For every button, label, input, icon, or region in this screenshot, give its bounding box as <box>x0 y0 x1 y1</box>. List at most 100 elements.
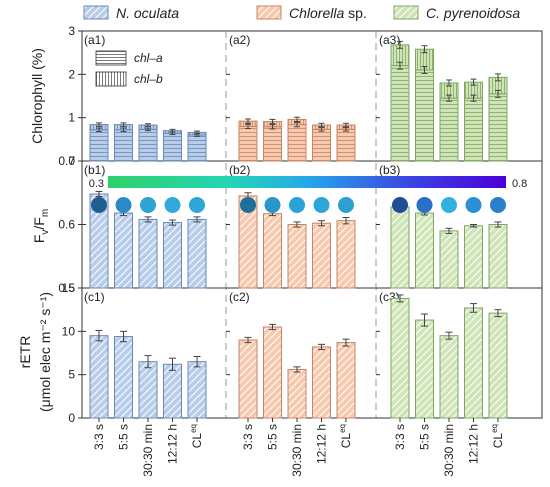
legend-label-chlorella: Chlorella sp. <box>289 5 367 21</box>
fluorescence-image-1-3 <box>313 197 330 213</box>
bar-retr-0-3 <box>163 363 182 419</box>
colorbar: 0.3 0.8 <box>89 176 527 190</box>
bar-retr-0-4 <box>187 361 207 419</box>
bar-chl-a-chlorophyll-0-4 <box>187 134 207 162</box>
bar-retr-1-2 <box>287 368 307 419</box>
bar-retr-2-2 <box>439 335 459 419</box>
legend: N. oculata Chlorella sp. C. pyrenoidosa <box>83 5 520 21</box>
bar-fvfm-0-3 <box>163 222 182 289</box>
fluorescence-image-1-4 <box>338 197 354 213</box>
bar-chl-a-chlorophyll-2-1 <box>415 69 434 162</box>
stack-legend: chl–a chl–b <box>95 50 163 87</box>
xtick-label-1-3: 12:12 h <box>315 424 329 464</box>
ylabel-retr-line1: rETR <box>17 336 33 369</box>
bar-fvfm-2-3 <box>464 225 483 289</box>
panel-label-a2: (a2) <box>229 33 250 47</box>
ytick-label-retr-1: 5 <box>68 368 75 382</box>
bar-chl-a-chlorophyll-1-4 <box>336 128 356 162</box>
panel-label-b3: (b3) <box>379 163 400 177</box>
xtick-label-2-0: 3:3 s <box>393 424 407 450</box>
panel-label-b2: (b2) <box>229 163 250 177</box>
xtick-label-0-4: CLeq <box>189 424 204 448</box>
bar-fvfm-1-4 <box>336 220 356 289</box>
fluorescence-image-2-0 <box>392 197 408 213</box>
ytick-label-retr-2: 10 <box>62 324 76 338</box>
ytick-label-fvfm-0: 0.5 <box>58 281 75 295</box>
panel-label-a3: (a3) <box>379 33 400 47</box>
bar-chl-a-chlorophyll-1-1 <box>263 126 282 162</box>
bar-fvfm-1-3 <box>312 222 331 289</box>
bar-chl-a-chlorophyll-1-2 <box>287 124 307 162</box>
xtick-label-1-4: CLeq <box>338 424 353 448</box>
bar-chl-a-chlorophyll-0-2 <box>138 128 158 162</box>
fluorescence-image-2-4 <box>490 197 506 213</box>
xtick-label-1-0: 3:3 s <box>241 424 255 450</box>
legend-swatch-n-oculata <box>83 5 109 20</box>
bar-chl-a-chlorophyll-1-3 <box>312 128 331 162</box>
bar-chl-a-chlorophyll-2-2 <box>439 97 459 162</box>
bar-fvfm-2-0 <box>390 206 410 289</box>
xtick-label-0-1: 5:5 s <box>117 424 131 450</box>
stack-legend-swatch-chl-a <box>95 50 127 66</box>
bar-fvfm-1-1 <box>263 213 282 289</box>
bar-retr-0-0 <box>89 335 109 419</box>
ytick-label-chlorophyll-3: 3 <box>68 24 75 38</box>
ytick-label-chlorophyll-0: 0 <box>68 154 75 168</box>
ytick-label-retr-3: 15 <box>62 281 76 295</box>
bar-retr-0-2 <box>138 361 158 419</box>
bar-retr-0-1 <box>114 336 133 419</box>
bar-fvfm-0-4 <box>187 218 207 289</box>
ytick-label-fvfm-2: 0.7 <box>58 154 75 168</box>
ytick-label-chlorophyll-1: 1 <box>68 111 75 125</box>
xtick-label-1-1: 5:5 s <box>266 424 280 450</box>
panel-label-b1: (b1) <box>84 163 105 177</box>
bar-retr-2-0 <box>390 297 410 419</box>
bar-chl-a-chlorophyll-1-0 <box>238 125 258 162</box>
fluorescence-image-2-2 <box>441 197 457 213</box>
bar-chl-a-chlorophyll-2-4 <box>488 93 508 162</box>
fluorescence-image-0-3 <box>164 197 181 213</box>
fluorescence-image-1-0 <box>240 197 256 213</box>
legend-swatch-c-pyrenoidosa <box>393 5 419 20</box>
xtick-label-1-2: 30:30 min <box>290 424 304 477</box>
bar-retr-1-4 <box>336 342 356 419</box>
bar-chl-a-chlorophyll-2-3 <box>464 97 483 162</box>
bar-chl-a-chlorophyll-2-0 <box>390 65 410 162</box>
xtick-label-2-3: 12:12 h <box>467 424 481 464</box>
bar-retr-2-1 <box>415 319 434 419</box>
bar-retr-1-1 <box>263 326 282 419</box>
legend-swatch-chlorella <box>256 5 282 20</box>
xtick-label-0-3: 12:12 h <box>166 424 180 464</box>
ylabel-chlorophyll: Chlorophyll (%) <box>29 48 45 144</box>
xtick-label-0-2: 30:30 min <box>141 424 155 477</box>
bar-retr-2-3 <box>464 307 483 419</box>
bar-fvfm-2-2 <box>439 230 459 289</box>
xtick-label-2-1: 5:5 s <box>418 424 432 450</box>
xtick-label-0-0: 3:3 s <box>92 424 106 450</box>
bar-chl-a-chlorophyll-0-1 <box>114 129 133 162</box>
ytick-label-fvfm-1: 0.6 <box>58 218 75 232</box>
fluorescence-image-2-1 <box>416 197 433 213</box>
legend-label-n-oculata: N. oculata <box>116 5 179 21</box>
bar-fvfm-0-2 <box>138 218 158 289</box>
bar-retr-1-3 <box>312 346 331 419</box>
ylabel-fvfm: Fv/Fm <box>31 209 51 243</box>
stack-legend-label-chl-a: chl–a <box>134 51 163 65</box>
bar-fvfm-2-4 <box>488 224 508 289</box>
fluorescence-image-0-2 <box>140 197 156 213</box>
panel-label-c1: (c1) <box>84 290 105 304</box>
bar-chl-a-chlorophyll-0-0 <box>89 129 109 162</box>
ytick-label-chlorophyll-2: 2 <box>68 67 75 81</box>
bar-fvfm-2-1 <box>415 212 434 289</box>
bar-retr-2-4 <box>488 312 508 419</box>
ylabel-retr-line2: (μmol elec m⁻² s⁻¹) <box>37 292 53 412</box>
bar-retr-1-0 <box>238 339 258 419</box>
bar-chl-a-chlorophyll-0-3 <box>163 132 182 162</box>
fluorescence-image-0-4 <box>189 197 205 213</box>
fluorescence-image-0-1 <box>115 197 132 213</box>
colorbar-max-label: 0.8 <box>512 178 527 190</box>
xtick-label-2-2: 30:30 min <box>442 424 456 477</box>
panel-label-a1: (a1) <box>84 33 105 47</box>
